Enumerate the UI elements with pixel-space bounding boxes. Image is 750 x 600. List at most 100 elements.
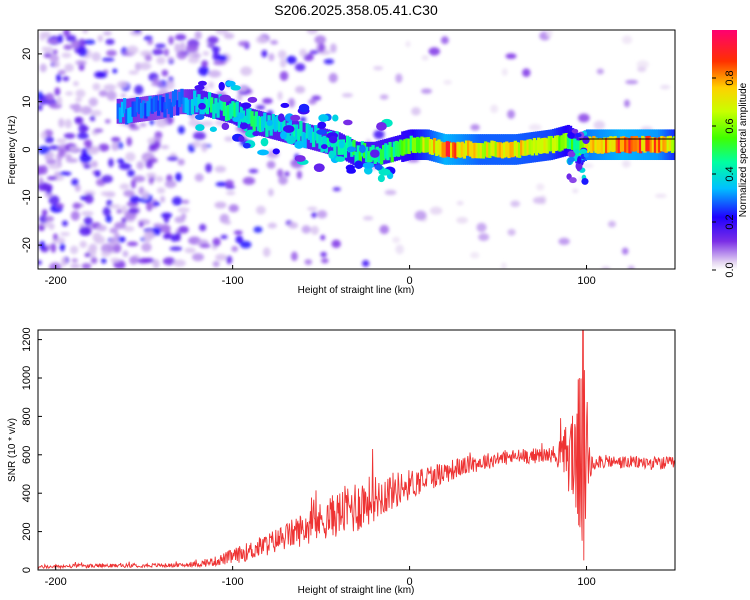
spectrogram-blob	[101, 174, 113, 184]
spectrogram-ridge-core	[500, 143, 505, 159]
spectrogram-blob	[79, 153, 92, 164]
spectrogram-ridge-core	[604, 137, 609, 154]
spectrogram-ridge-blob	[354, 160, 364, 169]
spectrogram-blob	[90, 146, 101, 152]
spectrogram-blob	[114, 262, 126, 269]
spectrogram-ridge-core	[184, 97, 188, 114]
spectrogram-ridge-core	[526, 139, 530, 155]
spectrogram-blob	[660, 84, 671, 90]
spectrogram-ridge-blob	[571, 128, 579, 134]
spectrogram-blob	[261, 49, 268, 58]
snr-y-tick-label: 400	[21, 484, 33, 502]
spectrogram-blob	[151, 48, 164, 56]
spectrogram-blob	[654, 193, 667, 199]
spectrogram-ridge-core	[256, 115, 261, 132]
spectrogram-blob	[294, 63, 306, 72]
spectrogram-blob	[306, 30, 319, 35]
spectrogram-ridge-core	[163, 102, 167, 118]
snr-x-axis-label: Height of straight line (km)	[298, 585, 415, 596]
spectrogram-blob	[46, 176, 58, 181]
spectrogram-blob	[109, 204, 122, 209]
spectrogram-blob	[46, 39, 59, 44]
spectrogram-blob	[174, 43, 181, 53]
spectrogram-blob	[177, 125, 185, 135]
spectrogram-blob	[125, 152, 136, 162]
spectrogram-blob	[122, 250, 129, 258]
spectrogram-ridge-blob	[298, 103, 310, 113]
spectrogram-ridge-core	[422, 137, 426, 153]
spectrogram-blob	[307, 206, 318, 211]
spectrogram-ridge-core	[127, 107, 131, 124]
spectrogram-ridge-core	[386, 144, 390, 161]
spectrogram-ridge-core	[515, 142, 520, 158]
spectrogram-blob	[168, 35, 174, 45]
spectrogram-blob	[621, 247, 629, 255]
spectrogram-ridge-core	[301, 131, 305, 148]
spectrogram-ridge-core	[159, 95, 163, 111]
spectrogram-ridge-core	[520, 140, 524, 156]
snr-y-tick-label: 0	[21, 567, 33, 573]
spectrogram-ridge-core	[405, 138, 409, 154]
spectrogram-blob	[211, 46, 221, 53]
spectrogram-ridge-core	[664, 137, 668, 153]
spectrogram-blob	[601, 266, 611, 269]
spectrogram-blob	[309, 50, 319, 55]
spectrogram-blob	[61, 220, 68, 227]
spectrogram-blob	[405, 41, 411, 48]
spectrogram-blob	[54, 87, 61, 96]
spectrogram-blob	[146, 201, 153, 212]
spectrogram-blob	[178, 225, 189, 234]
spectrogram-ridge-core	[643, 137, 647, 153]
spectrogram-blob	[167, 57, 174, 62]
spectrogram-blob	[528, 123, 542, 131]
spectrogram-blob	[61, 52, 72, 59]
snr-y-tick-label: 800	[21, 407, 33, 425]
spectrogram-blob	[277, 168, 284, 178]
spectrogram-blob	[155, 43, 166, 49]
spectrogram-blob	[184, 247, 196, 254]
spectrogram-ridge-blob	[377, 174, 385, 183]
spectrogram-ridge-core	[492, 141, 496, 157]
spectrogram-ridge-core	[503, 142, 507, 158]
spectrogram-blob	[48, 163, 61, 170]
spectrogram-blob	[303, 53, 314, 62]
spectrogram-ridge-blob	[328, 150, 336, 159]
spectrogram-ridge-core	[486, 142, 490, 158]
spectrogram-ridge-core	[524, 140, 528, 156]
spectrogram-blob	[38, 260, 42, 265]
spectrogram-blob	[395, 244, 404, 255]
spectrogram-ridge-blob	[332, 114, 339, 122]
spectrogram-blob	[456, 216, 468, 224]
spectrogram-x-tick-label: -200	[45, 275, 67, 287]
spectrogram-blob	[92, 232, 102, 242]
spectrogram-blob	[323, 58, 335, 65]
spectrogram-ridge-core	[314, 125, 318, 141]
spectrogram-ridge-core	[294, 124, 299, 140]
spectrogram-blob	[522, 68, 531, 77]
snr-panel: -200 -100 0 100 0 200 400 600 800 1000 1200 Heigh…	[7, 327, 676, 596]
spectrogram-ridge-blob	[583, 152, 589, 158]
spectrogram-ridge-core	[231, 101, 235, 117]
spectrogram-ridge-blob	[320, 144, 328, 150]
spectrogram-blob	[38, 224, 45, 231]
spectrogram-ridge-core	[377, 148, 382, 164]
spectrogram-blob	[78, 38, 86, 48]
spectrogram-blob	[625, 79, 639, 85]
spectrogram-blob	[320, 234, 326, 241]
spectrogram-blob	[507, 109, 516, 119]
spectrogram-blob	[45, 215, 55, 222]
spectrogram-ridge-core	[517, 142, 522, 158]
spectrogram-ridge	[116, 80, 675, 185]
spectrogram-ridge-core	[142, 100, 146, 116]
spectrogram-ridge-blob	[232, 116, 241, 123]
spectrogram-ridge-core	[277, 116, 282, 133]
spectrogram-blob	[208, 69, 222, 78]
spectrogram-blob	[224, 136, 234, 142]
spectrogram-blob	[294, 85, 306, 94]
spectrogram-blob	[320, 251, 327, 258]
spectrogram-x-tick-label: 0	[407, 275, 413, 287]
spectrogram-blob	[277, 91, 283, 101]
spectrogram-ridge-core	[146, 101, 150, 117]
spectrogram-ridge-core	[197, 94, 201, 110]
spectrogram-ridge-core	[222, 100, 227, 116]
